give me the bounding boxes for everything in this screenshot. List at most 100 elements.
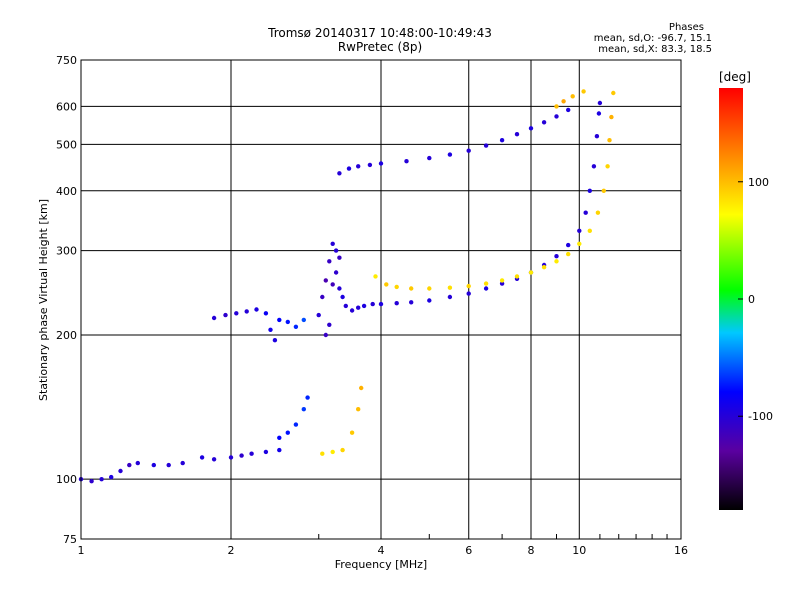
data-point <box>356 164 361 169</box>
data-point <box>554 259 559 264</box>
data-point <box>340 294 345 300</box>
colorbar-ticks: 100 0 -100 <box>738 176 773 423</box>
data-point <box>554 104 559 109</box>
data-point <box>594 134 600 139</box>
data-point <box>356 305 361 310</box>
data-point <box>483 281 489 286</box>
y-tick-label: 400 <box>56 185 77 198</box>
data-point <box>597 100 603 106</box>
data-point <box>601 188 606 193</box>
data-point <box>570 94 575 99</box>
data-point <box>595 210 601 215</box>
data-point <box>607 138 612 143</box>
data-point <box>373 274 378 279</box>
data-point <box>254 307 259 312</box>
data-point <box>409 300 414 305</box>
y-tick-label: 600 <box>56 100 77 113</box>
data-point <box>566 251 571 257</box>
phases-info-box: Phases mean, sd,O: -96.7, 15.1 mean, sd,… <box>594 22 712 55</box>
data-point <box>349 308 355 313</box>
colorbar-tick-label: 100 <box>748 176 769 189</box>
data-point <box>333 248 339 253</box>
y-tick-label: 200 <box>56 329 77 342</box>
data-point <box>228 455 234 460</box>
data-point <box>320 294 325 300</box>
data-point <box>293 422 299 427</box>
data-point <box>327 322 332 327</box>
data-point <box>211 315 217 321</box>
colorbar-tick-label: -100 <box>748 410 773 423</box>
data-point <box>356 407 361 412</box>
data-point <box>330 282 335 287</box>
grid-lines <box>81 60 681 539</box>
data-point <box>427 155 432 161</box>
data-point <box>244 309 249 314</box>
x-tick-label: 2 <box>228 544 235 557</box>
data-point <box>268 327 273 332</box>
data-point <box>605 164 610 169</box>
data-point <box>327 259 332 264</box>
data-point <box>409 286 414 291</box>
data-point <box>301 317 306 323</box>
data-point <box>499 281 505 286</box>
data-point <box>447 285 453 290</box>
data-point <box>611 90 616 96</box>
data-point <box>566 107 571 113</box>
y-tick-label: 75 <box>63 533 77 546</box>
data-point <box>109 474 114 480</box>
data-point <box>343 303 348 309</box>
data-point <box>135 460 140 466</box>
data-point <box>223 312 228 318</box>
data-point <box>249 451 254 456</box>
data-point <box>591 164 597 169</box>
data-point <box>587 228 592 233</box>
data-point <box>320 451 325 456</box>
phases-o-stats: mean, sd,O: -96.7, 15.1 <box>593 33 712 44</box>
colorbar-unit-label: [deg] <box>719 70 751 84</box>
data-point <box>330 241 335 246</box>
data-point <box>127 462 132 468</box>
data-point <box>447 152 453 157</box>
x-tick-label: 10 <box>572 544 586 557</box>
data-point <box>359 385 364 391</box>
data-point <box>333 270 339 275</box>
plot-frame <box>80 59 682 540</box>
data-point <box>514 274 520 279</box>
data-point <box>499 278 505 283</box>
data-point <box>272 338 278 343</box>
data-point <box>514 132 520 137</box>
data-point <box>566 242 571 248</box>
plot-title: Tromsø 20140317 10:48:00-10:49:43 <box>268 26 492 40</box>
data-point <box>541 120 547 125</box>
phases-x-stats: mean, sd,X: 83.3, 18.5 <box>598 44 712 55</box>
data-point <box>285 319 290 325</box>
data-point <box>483 143 489 148</box>
data-points <box>78 89 616 484</box>
data-point <box>554 114 559 119</box>
data-point <box>323 278 328 283</box>
data-point <box>378 161 384 166</box>
y-axis-label: Stationary phase Virtual Height [km] <box>37 199 50 401</box>
data-point <box>118 468 123 474</box>
plot-subtitle: RwPretec (8p) <box>337 40 423 54</box>
data-point <box>427 286 432 291</box>
data-point <box>528 126 534 131</box>
data-point <box>349 430 355 435</box>
y-tick-label: 300 <box>56 245 77 258</box>
y-tick-label: 100 <box>56 473 77 486</box>
data-point <box>577 228 582 233</box>
x-tick-label: 8 <box>528 544 535 557</box>
data-point <box>587 188 592 193</box>
data-point <box>316 312 321 318</box>
data-point <box>234 311 239 316</box>
data-point <box>577 241 582 246</box>
data-point <box>609 114 614 120</box>
x-tick-label: 6 <box>465 544 472 557</box>
data-point <box>361 303 367 309</box>
data-point <box>180 460 185 466</box>
data-point <box>337 255 342 260</box>
data-point <box>541 265 547 270</box>
data-point <box>277 317 282 323</box>
data-point <box>293 324 299 329</box>
